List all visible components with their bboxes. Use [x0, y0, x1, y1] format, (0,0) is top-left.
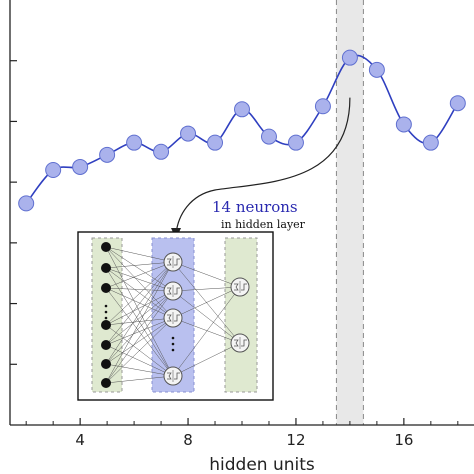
- hidden-ellipsis-dot-1: [171, 342, 175, 346]
- input-node-1: [101, 263, 111, 273]
- hidden-ellipsis-dot-2: [171, 348, 175, 352]
- x-tick-label-4: 4: [75, 431, 85, 449]
- output-neuron-0-step-icon: [241, 283, 247, 291]
- hidden-neuron-0-step-icon: [174, 258, 180, 266]
- hidden-neuron-1-step-icon: [174, 287, 180, 295]
- hidden-neuron-2-step-icon: [174, 314, 180, 322]
- hidden-neuron-1-sum-icon: [167, 287, 172, 295]
- data-point-7: [153, 143, 170, 160]
- hidden-ellipsis-dot-0: [171, 336, 175, 340]
- input-ellipsis-dot-1: [104, 310, 108, 314]
- data-point-8: [180, 125, 197, 142]
- data-point-12: [287, 134, 304, 151]
- hidden-neuron-0-sum-icon: [167, 258, 172, 266]
- x-tick-label-16: 16: [394, 431, 413, 449]
- data-point-18: [449, 95, 466, 112]
- input-node-3: [101, 320, 111, 330]
- data-point-3: [45, 162, 62, 178]
- output-layer-band: [224, 237, 258, 393]
- data-point-17: [422, 134, 439, 151]
- x-tick-label-12: 12: [286, 431, 305, 449]
- input-node-5: [101, 359, 111, 369]
- data-point-2: [18, 195, 35, 212]
- input-ellipsis-dot-0: [104, 304, 108, 308]
- input-node-0: [101, 242, 111, 252]
- hidden-neuron-2-sum-icon: [167, 314, 172, 322]
- data-point-13: [314, 98, 331, 115]
- data-point-4: [72, 158, 89, 175]
- input-node-4: [101, 340, 111, 350]
- data-point-14: [341, 49, 358, 66]
- inset-connections: [105, 246, 241, 384]
- input-node-2: [101, 283, 111, 293]
- x-tick-label-8: 8: [183, 431, 193, 449]
- input-ellipsis-dot-2: [104, 316, 108, 320]
- data-point-16: [395, 116, 412, 133]
- x-axis-label: hidden units: [209, 455, 315, 474]
- annotation-subtitle: in hidden layer: [221, 218, 306, 231]
- input-node-6: [101, 378, 111, 388]
- output-neuron-1-step-icon: [241, 339, 247, 347]
- data-point-9: [207, 134, 224, 151]
- data-point-15: [368, 61, 385, 78]
- hidden-neuron-3-sum-icon: [167, 372, 172, 380]
- data-point-10: [234, 101, 250, 118]
- output-neuron-0-sum-icon: [234, 283, 239, 291]
- data-point-5: [99, 146, 116, 163]
- input-layer-band: [91, 237, 123, 393]
- data-point-11: [260, 128, 277, 145]
- data-point-6: [126, 134, 143, 151]
- annotation-arrow: [175, 97, 351, 235]
- annotation-title: 14 neurons: [212, 198, 298, 216]
- output-neuron-1-sum-icon: [234, 339, 239, 347]
- hidden-neuron-3-step-icon: [174, 372, 180, 380]
